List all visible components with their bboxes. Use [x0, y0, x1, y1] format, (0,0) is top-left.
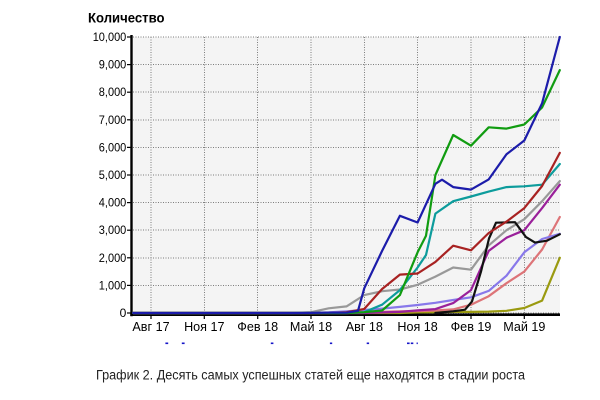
svg-text:3,000: 3,000: [99, 223, 127, 237]
svg-text:Авг 17: Авг 17: [132, 320, 169, 334]
svg-text:10,000: 10,000: [93, 30, 127, 44]
svg-text:1,000: 1,000: [99, 278, 127, 292]
svg-text:0: 0: [120, 306, 127, 320]
svg-text:4,000: 4,000: [99, 196, 127, 210]
svg-text:2,000: 2,000: [99, 251, 127, 265]
svg-text:Май 18: Май 18: [290, 320, 332, 334]
svg-text:Ноя 17: Ноя 17: [184, 320, 224, 334]
svg-text:7,000: 7,000: [99, 113, 127, 127]
svg-text:Количество: Количество: [88, 10, 165, 26]
svg-text:9,000: 9,000: [99, 58, 127, 72]
svg-text:Ноя 18: Ноя 18: [397, 320, 437, 334]
svg-text:Фев 19: Фев 19: [451, 320, 492, 334]
svg-text:5,000: 5,000: [99, 168, 127, 182]
svg-text:Фев 18: Фев 18: [237, 320, 278, 334]
svg-text:6,000: 6,000: [99, 140, 127, 154]
svg-text:График 2. Десять самых успешны: График 2. Десять самых успешных статей е…: [96, 368, 526, 383]
svg-text:Май 19: Май 19: [503, 320, 545, 334]
svg-text:8,000: 8,000: [99, 85, 127, 99]
svg-text:Авг 18: Авг 18: [346, 320, 383, 334]
